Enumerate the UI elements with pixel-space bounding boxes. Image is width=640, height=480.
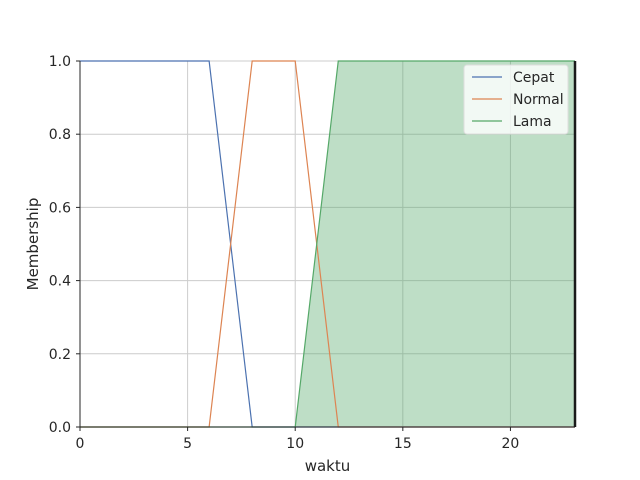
y-tick-label-3: 0.6 [49, 200, 71, 216]
axes [79, 61, 577, 428]
series-fill-lama [80, 61, 575, 427]
fill-layer [80, 61, 575, 427]
x-tick-label-2: 10 [286, 436, 304, 452]
y-tick-label-2: 0.4 [49, 274, 71, 290]
legend: Cepat Normal Lama [463, 64, 569, 135]
legend-box [463, 64, 569, 135]
x-axis-label: waktu [305, 457, 351, 475]
x-tick-label-4: 20 [502, 436, 520, 452]
ticks: 0 5 10 15 20 0.0 0.2 0.4 0.6 0.8 1.0 [49, 54, 520, 452]
x-tick-label-3: 15 [394, 436, 412, 452]
legend-label-cepat: Cepat [513, 70, 555, 86]
y-tick-label-0: 0.0 [49, 420, 71, 436]
x-tick-label-0: 0 [76, 436, 85, 452]
y-tick-label-4: 0.8 [49, 127, 71, 143]
x-tick-label-1: 5 [183, 436, 192, 452]
y-tick-label-5: 1.0 [49, 54, 71, 70]
y-tick-label-1: 0.2 [49, 347, 71, 363]
legend-label-normal: Normal [513, 92, 564, 108]
legend-label-lama: Lama [513, 114, 552, 130]
y-axis-label: Membership [24, 198, 42, 291]
